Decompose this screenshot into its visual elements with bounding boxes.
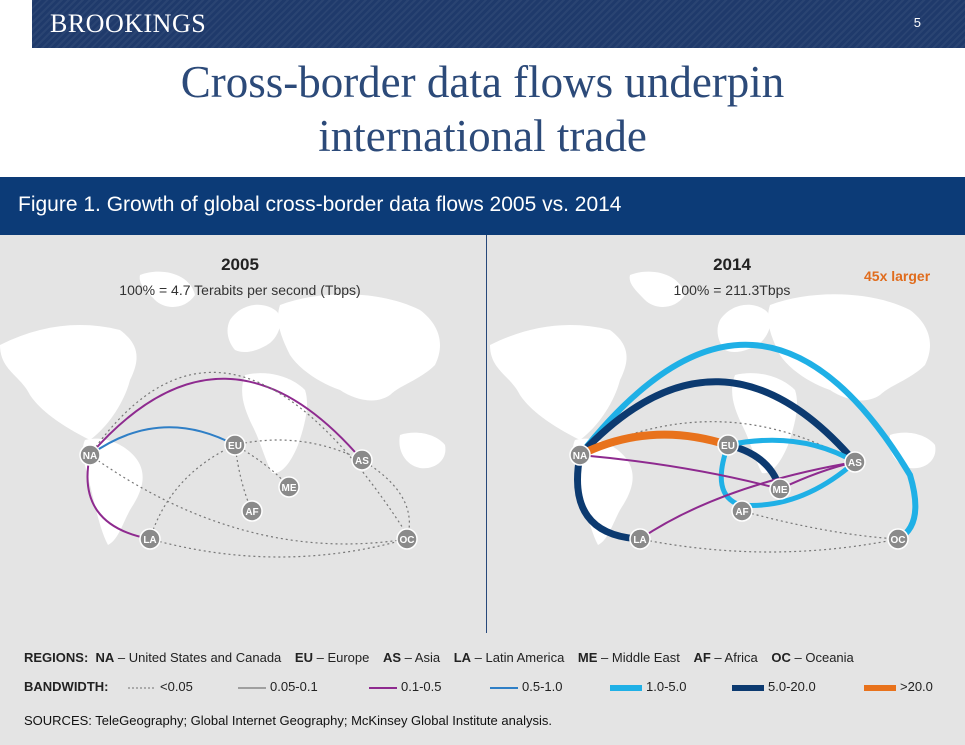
flow-2014-na-la (574, 454, 641, 543)
node-as-2005: AS (351, 449, 373, 471)
flow-2005-la-eu (149, 444, 236, 540)
svg-text:NA: NA (573, 451, 587, 462)
map-2014 (490, 271, 936, 553)
flow-2005-na-as-outer (89, 371, 411, 540)
node-la-2014: LA (629, 528, 651, 550)
region-la: LA – Latin America (453, 650, 565, 665)
flow-2005-na-oc (89, 454, 408, 545)
bandwidth-item-3: 0.1-0.5 (369, 679, 442, 694)
bandwidth-item-2: 0.05-0.1 (238, 679, 318, 694)
flow-2005-la-oc (149, 538, 408, 558)
region-as: AS – Asia (382, 650, 441, 665)
panel-2005-year: 2005 (221, 255, 259, 274)
svg-text:ME: ME (282, 483, 297, 494)
growth-note: 45x larger (864, 268, 931, 284)
flow-2014-eu-as (727, 437, 857, 465)
panel-2014-subtitle: 100% = 211.3Tbps (673, 282, 791, 298)
svg-text:EU: EU (721, 441, 735, 452)
flow-2014-af-oc (741, 510, 899, 540)
slide-title-line-1: Cross-border data flows underpin (180, 57, 785, 107)
flow-2005-as-oc (361, 459, 410, 540)
flow-2005-na-la (86, 454, 151, 540)
bandwidth-item-5: 1.0-5.0 (610, 679, 686, 694)
flow-2014-na-me (579, 454, 781, 490)
flow-2014-na-as (577, 378, 858, 465)
bandwidth-item-1: <0.05 (128, 679, 193, 694)
map-2005 (0, 271, 446, 558)
nodes-2005: NA EU AS ME AF LA OC (79, 434, 418, 550)
bandwidth-legend: BANDWIDTH: <0.05 0.05-0.1 0.1-0.5 0.5-1.… (24, 679, 944, 697)
svg-text:EU: EU (228, 441, 242, 452)
region-na: NA – United States and Canada (95, 650, 282, 665)
figure-panel: NA EU AS ME AF LA OC NA EU AS ME AF LA O… (0, 235, 965, 745)
flow-2014-na-as-outer (577, 341, 919, 542)
svg-text:LA: LA (633, 535, 646, 546)
svg-text:AS: AS (355, 456, 369, 467)
svg-text:NA: NA (83, 451, 97, 462)
brand-logo: BROOKINGS (50, 9, 207, 38)
region-af: AF – Africa (693, 650, 758, 665)
node-na-2005: NA (79, 444, 101, 466)
node-af-2005: AF (241, 500, 263, 522)
flow-2005-na-eu (89, 426, 236, 456)
node-af-2014: AF (731, 500, 753, 522)
header-bar: BROOKINGS 5 (32, 0, 965, 48)
svg-text:ME: ME (773, 485, 788, 496)
node-oc-2014: OC (887, 528, 909, 550)
svg-text:AF: AF (735, 507, 748, 518)
slide-title-line-2: international trade (318, 111, 647, 161)
svg-text:OC: OC (400, 535, 415, 546)
flow-2014-la-oc-dotted (639, 538, 899, 553)
figure-title-bar: Figure 1. Growth of global cross-border … (0, 177, 965, 235)
region-me: ME – Middle East (577, 650, 680, 665)
node-eu-2005: EU (224, 434, 246, 456)
region-oc: OC – Oceania (771, 650, 854, 665)
panel-2005-subtitle: 100% = 4.7 Terabits per second (Tbps) (119, 282, 361, 298)
world-map-flows: NA EU AS ME AF LA OC NA EU AS ME AF LA O… (0, 271, 936, 558)
sources-note: SOURCES: TeleGeography; Global Internet … (24, 713, 552, 728)
node-eu-2014: EU (717, 434, 739, 456)
regions-label: REGIONS: (24, 650, 89, 665)
bandwidth-item-4: 0.5-1.0 (490, 679, 563, 694)
slide-title: Cross-border data flows underpin interna… (0, 55, 965, 163)
figure-title: Figure 1. Growth of global cross-border … (18, 193, 622, 216)
svg-text:LA: LA (143, 535, 156, 546)
node-na-2014: NA (569, 444, 591, 466)
node-oc-2005: OC (396, 528, 418, 550)
svg-text:OC: OC (891, 535, 906, 546)
bandwidth-item-6: 5.0-20.0 (732, 679, 816, 694)
bandwidth-item-7: >20.0 (864, 679, 933, 694)
flow-2014-la-as (639, 461, 856, 540)
panel-2014-year: 2014 (713, 255, 751, 274)
flow-2014-na-eu (578, 430, 730, 459)
bandwidth-label: BANDWIDTH: (24, 679, 109, 694)
page-number: 5 (913, 15, 921, 30)
node-la-2005: LA (139, 528, 161, 550)
node-me-2014: ME (769, 478, 791, 500)
svg-text:AS: AS (848, 458, 862, 469)
svg-text:AF: AF (245, 507, 258, 518)
node-as-2014: AS (844, 451, 866, 473)
nodes-2014: NA EU AS ME AF LA OC (569, 434, 909, 550)
region-eu: EU – Europe (294, 650, 370, 665)
flow-2005-na-as (89, 377, 363, 461)
node-me-2005: ME (278, 476, 300, 498)
panel-divider (486, 235, 487, 633)
regions-legend: REGIONS: NA – United States and Canada E… (24, 650, 864, 665)
